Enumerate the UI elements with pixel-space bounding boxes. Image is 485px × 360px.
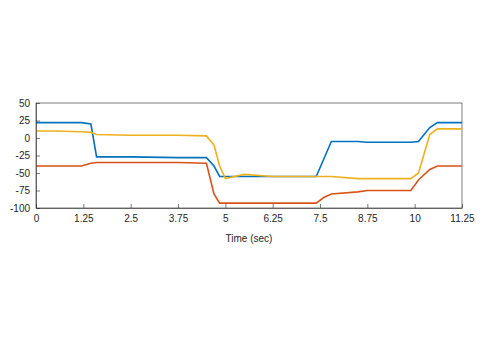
tick-mark (36, 156, 40, 157)
tick: 0 (24, 133, 40, 144)
tick: -100 (10, 203, 40, 214)
series-line (36, 123, 462, 177)
tick: 8.75 (358, 204, 378, 224)
tick: -50 (16, 168, 40, 179)
tick-label: 0 (34, 213, 40, 224)
tick: 6.25 (263, 204, 283, 224)
tick-label: 2.5 (124, 213, 138, 224)
tick: 1.25 (74, 204, 94, 224)
y-axis: -100 -75 -50 -25 0 25 50 (10, 98, 40, 214)
tick-label: 7.5 (314, 213, 328, 224)
x-axis-title: Time (sec) (226, 233, 273, 244)
tick-mark (36, 138, 40, 139)
tick-mark (36, 191, 40, 192)
tick-label: 11.25 (450, 213, 475, 224)
tick-label: 6.25 (263, 213, 283, 224)
series-line (36, 163, 462, 204)
tick-label: -25 (16, 150, 31, 161)
axis-line (37, 208, 463, 209)
tick-mark (273, 204, 274, 208)
tick-label: 25 (19, 115, 31, 126)
tick-mark (36, 208, 40, 209)
tick: 25 (19, 115, 40, 126)
tick-label: 50 (19, 98, 31, 109)
tick-label: 10 (410, 213, 422, 224)
tick-mark (367, 204, 368, 208)
tick: 7.5 (314, 204, 328, 224)
tick-label: 5 (223, 213, 229, 224)
tick-label: 0 (24, 133, 30, 144)
tick-label: 1.25 (74, 213, 94, 224)
tick: -75 (16, 185, 40, 196)
tick-mark (83, 204, 84, 208)
tick-mark (36, 173, 40, 174)
tick-mark (320, 204, 321, 208)
tick-label: 8.75 (358, 213, 378, 224)
tick: 10 (410, 204, 422, 224)
plot-frame (36, 103, 462, 208)
plot-area (36, 123, 462, 204)
tick-mark (462, 204, 463, 208)
tick-label: -50 (16, 168, 31, 179)
tick: 2.5 (124, 204, 138, 224)
chart: 0 1.25 2.5 3.75 5 6.25 7.5 8.75 10 11.25 -100 -75 -5… (0, 0, 485, 360)
tick-label: -75 (16, 185, 31, 196)
tick-mark (36, 103, 40, 104)
series-line (36, 129, 462, 179)
tick: 5 (223, 204, 229, 224)
tick-label: 3.75 (169, 213, 189, 224)
tick-label: -100 (10, 203, 30, 214)
tick: -25 (16, 150, 40, 161)
tick-mark (225, 204, 226, 208)
x-axis: 0 1.25 2.5 3.75 5 6.25 7.5 8.75 10 11.25 (34, 204, 475, 224)
tick: 11.25 (450, 204, 475, 224)
tick-mark (131, 204, 132, 208)
tick: 50 (19, 98, 40, 109)
tick-mark (415, 204, 416, 208)
tick: 3.75 (169, 204, 189, 224)
tick-mark (36, 121, 40, 122)
tick-mark (178, 204, 179, 208)
